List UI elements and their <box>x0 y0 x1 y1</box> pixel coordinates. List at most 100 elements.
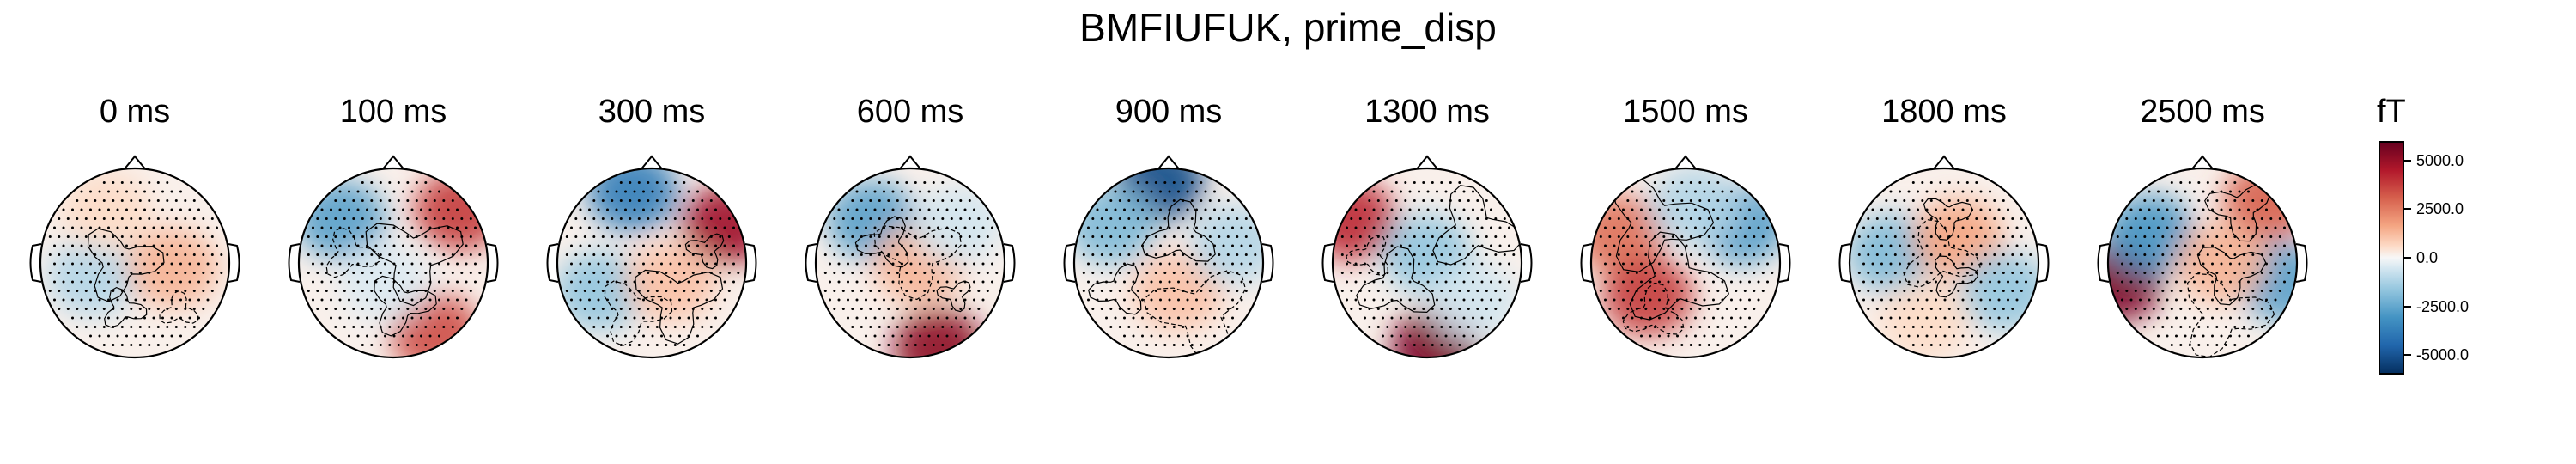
left-ear-outline <box>546 243 559 283</box>
contour-line <box>1934 255 1979 298</box>
contour-line <box>1141 198 1216 262</box>
head-outline <box>39 167 231 359</box>
field-blob <box>682 185 746 266</box>
colorbar-tick-label: 2500.0 <box>2416 200 2464 218</box>
contour-line <box>365 223 464 307</box>
nose-outline <box>122 155 148 172</box>
topomap-svg <box>2097 155 2308 359</box>
field-blob <box>1133 251 1224 332</box>
topomap-panel: 600 ms <box>794 91 1026 366</box>
colorbar-tick <box>2404 257 2411 259</box>
right-ear-outline <box>486 243 499 283</box>
field-map <box>40 168 229 357</box>
contour-line <box>1903 218 1981 288</box>
head-outline <box>1072 167 1265 359</box>
topomap-time-label: 600 ms <box>856 94 964 130</box>
contour-line <box>1356 246 1436 314</box>
topomap-panel: 900 ms <box>1053 91 1285 366</box>
colorbar-tick <box>2404 305 2411 308</box>
right-ear-outline <box>1520 243 1533 283</box>
contour-line <box>854 216 909 268</box>
topomap-panel: 2500 ms <box>2087 91 2318 366</box>
colorbar-tick <box>2404 159 2411 162</box>
field-blob <box>46 237 138 317</box>
right-ear-outline <box>2037 243 2050 283</box>
colorbar-tick-label: -5000.0 <box>2416 346 2470 364</box>
field-map <box>557 168 746 357</box>
left-ear-outline <box>288 243 301 283</box>
topomap-time-label: 300 ms <box>598 94 706 130</box>
contour-line <box>873 225 963 301</box>
right-ear-outline <box>1261 243 1274 283</box>
topomap-time-label: 1800 ms <box>1881 94 2007 130</box>
sensor-dots <box>1857 181 2032 346</box>
sensor-dots <box>1340 181 1516 346</box>
colorbar-tick-label: -2500.0 <box>2416 297 2470 315</box>
topomap-svg <box>1321 155 1533 359</box>
head-outline <box>556 167 748 359</box>
field-blob <box>1333 180 1397 260</box>
topomap-svg <box>288 155 499 359</box>
topomap-panel: 1800 ms <box>1828 91 2060 366</box>
sensor-dots <box>565 181 740 346</box>
field-blob <box>127 228 218 308</box>
sensor-dots <box>1599 181 1774 346</box>
field-map <box>1850 168 2038 357</box>
colorbar-tick-label: 0.0 <box>2416 249 2439 266</box>
contour-line <box>1432 185 1522 266</box>
contour-line <box>374 275 437 337</box>
topomap-panel: 300 ms <box>536 91 768 366</box>
field-blob <box>557 251 646 332</box>
field-map <box>2108 168 2297 357</box>
field-blob <box>1602 256 1693 336</box>
sensor-dots <box>1082 181 1257 346</box>
left-ear-outline <box>1063 243 1076 283</box>
figure-title: BMFIUFUK, prime_disp <box>1079 5 1497 50</box>
colorbar-unit-label: fT <box>2377 94 2406 130</box>
topomap-svg <box>29 155 240 359</box>
sensor-dots <box>307 181 482 346</box>
field-blob <box>912 185 1003 266</box>
contour-line <box>635 269 724 345</box>
right-ear-outline <box>1778 243 1791 283</box>
topomap-panel: 0 ms <box>19 91 251 366</box>
topomap-svg <box>1838 155 2050 359</box>
sensor-dots <box>823 181 999 346</box>
nose-outline <box>380 155 406 172</box>
topomap-svg <box>805 155 1016 359</box>
topomap-time-label: 900 ms <box>1115 94 1223 130</box>
field-blob <box>1959 251 2038 332</box>
contour-line <box>1629 231 1729 321</box>
field-map <box>1591 168 1780 357</box>
topomap-panel: 100 ms <box>277 91 509 366</box>
nose-outline <box>2190 155 2215 172</box>
left-ear-outline <box>29 243 42 283</box>
field-map <box>1333 168 1522 357</box>
colorbar-tick <box>2404 208 2411 211</box>
topomap-panel: 1500 ms <box>1570 91 1801 366</box>
contour-line <box>2196 247 2267 306</box>
colorbar-tick <box>2404 354 2411 357</box>
topomap-time-label: 1500 ms <box>1623 94 1748 130</box>
field-blob <box>587 168 678 232</box>
nose-outline <box>1673 155 1698 172</box>
topomap-svg <box>546 155 757 359</box>
topomap-time-label: 1300 ms <box>1364 94 1490 130</box>
nose-outline <box>1414 155 1440 172</box>
sensor-dots <box>2116 181 2291 346</box>
contour-line <box>1346 235 1388 277</box>
right-ear-outline <box>1003 243 1016 283</box>
topomap-time-label: 2500 ms <box>2140 94 2265 130</box>
left-ear-outline <box>1580 243 1593 283</box>
contour-line <box>604 280 673 346</box>
head-outline <box>1848 167 2040 359</box>
field-blob <box>1880 279 1971 357</box>
topomap-panel: 1300 ms <box>1311 91 1543 366</box>
contour-line <box>87 228 165 302</box>
right-ear-outline <box>228 243 240 283</box>
contour-line <box>159 290 199 324</box>
topomap-time-label: 100 ms <box>339 94 447 130</box>
head-outline <box>814 167 1006 359</box>
contour-line <box>684 233 725 270</box>
colorbar-gradient <box>2379 141 2404 375</box>
